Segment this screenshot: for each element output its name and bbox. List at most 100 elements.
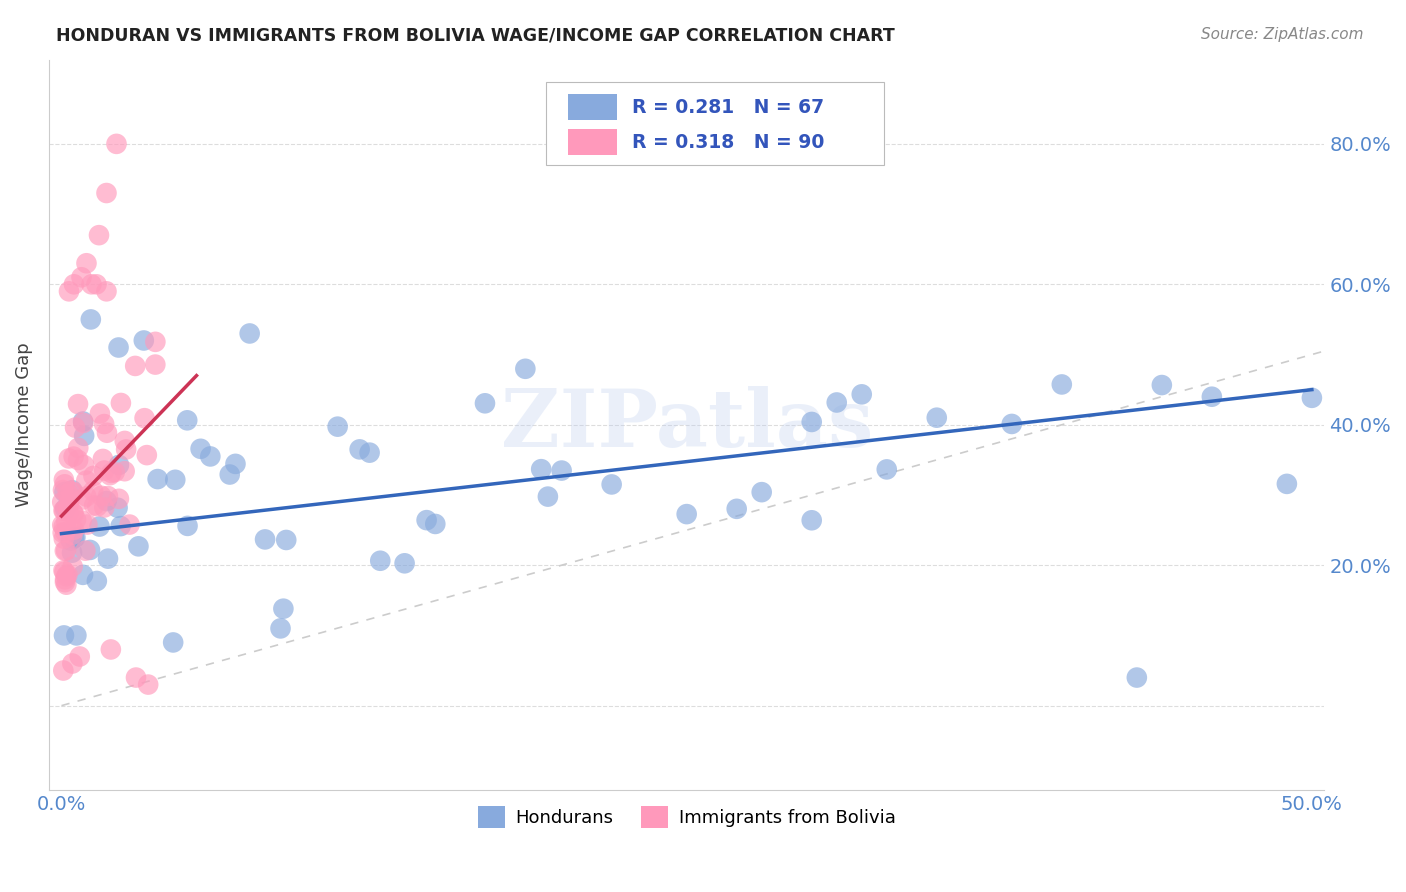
Point bbox=[83, 499, 105, 513]
Point bbox=[70, 270, 93, 285]
Point bbox=[58, 285, 80, 299]
Point bbox=[67, 453, 90, 467]
Point bbox=[96, 186, 118, 200]
Point bbox=[110, 519, 132, 533]
Point bbox=[851, 387, 873, 401]
Point bbox=[72, 416, 94, 430]
Point bbox=[79, 543, 101, 558]
Point bbox=[200, 450, 222, 464]
Point bbox=[76, 256, 98, 270]
Point bbox=[96, 285, 118, 299]
Point bbox=[1301, 391, 1323, 405]
Point bbox=[537, 490, 560, 504]
Point bbox=[58, 497, 80, 511]
Point bbox=[107, 341, 129, 355]
Point bbox=[53, 575, 76, 590]
Text: ZIPatlas: ZIPatlas bbox=[501, 385, 873, 464]
Point bbox=[368, 554, 391, 568]
Point bbox=[162, 635, 184, 649]
Point bbox=[59, 533, 82, 548]
Point bbox=[89, 519, 111, 533]
Point bbox=[124, 359, 146, 373]
Text: HONDURAN VS IMMIGRANTS FROM BOLIVIA WAGE/INCOME GAP CORRELATION CHART: HONDURAN VS IMMIGRANTS FROM BOLIVIA WAGE… bbox=[56, 27, 896, 45]
Point bbox=[115, 442, 138, 457]
Point bbox=[224, 457, 246, 471]
Point bbox=[53, 572, 76, 586]
Point bbox=[93, 500, 115, 515]
Point bbox=[176, 519, 198, 533]
Point bbox=[110, 396, 132, 410]
Point bbox=[58, 451, 80, 466]
Bar bbox=[568, 94, 617, 120]
Point bbox=[135, 448, 157, 462]
Point bbox=[349, 442, 371, 457]
Point bbox=[65, 530, 87, 544]
Point bbox=[107, 500, 129, 515]
Point bbox=[132, 334, 155, 348]
Point bbox=[925, 410, 948, 425]
Point bbox=[62, 485, 84, 500]
Point bbox=[108, 491, 131, 506]
Point bbox=[145, 334, 167, 349]
Point bbox=[800, 513, 823, 527]
Point bbox=[58, 492, 80, 507]
Point bbox=[63, 277, 86, 292]
Point bbox=[143, 358, 166, 372]
Point bbox=[751, 485, 773, 500]
FancyBboxPatch shape bbox=[547, 81, 884, 166]
Point bbox=[56, 487, 79, 501]
Point bbox=[80, 277, 103, 292]
Point bbox=[108, 458, 131, 472]
Point bbox=[82, 468, 104, 483]
Point bbox=[53, 485, 76, 500]
Point bbox=[65, 512, 87, 526]
Point bbox=[146, 472, 169, 486]
Text: Source: ZipAtlas.com: Source: ZipAtlas.com bbox=[1201, 27, 1364, 42]
Point bbox=[125, 671, 148, 685]
Point bbox=[725, 501, 748, 516]
Point bbox=[97, 489, 120, 503]
Point bbox=[93, 417, 115, 431]
Point bbox=[86, 277, 108, 292]
Point bbox=[86, 500, 108, 514]
Point bbox=[86, 574, 108, 588]
Point bbox=[89, 407, 111, 421]
Point bbox=[87, 228, 110, 243]
Point bbox=[80, 312, 103, 326]
Point bbox=[136, 677, 159, 691]
Point bbox=[239, 326, 262, 341]
Point bbox=[69, 649, 91, 664]
Point bbox=[62, 450, 84, 464]
Point bbox=[53, 525, 76, 540]
Bar bbox=[568, 129, 617, 155]
Point bbox=[52, 564, 75, 578]
Point bbox=[359, 445, 381, 459]
Point bbox=[218, 467, 240, 482]
Point bbox=[190, 442, 212, 456]
Point bbox=[90, 489, 112, 503]
Point bbox=[515, 361, 537, 376]
Point bbox=[55, 515, 77, 529]
Point bbox=[51, 495, 73, 509]
Point bbox=[100, 642, 122, 657]
Point bbox=[550, 464, 572, 478]
Point bbox=[100, 466, 122, 480]
Point bbox=[134, 411, 156, 425]
Point bbox=[93, 464, 115, 478]
Point bbox=[127, 539, 149, 553]
Point bbox=[56, 502, 79, 516]
Point bbox=[53, 565, 76, 579]
Point bbox=[60, 546, 83, 560]
Point bbox=[165, 473, 187, 487]
Point bbox=[70, 514, 93, 528]
Point bbox=[254, 533, 277, 547]
Point bbox=[96, 494, 118, 508]
Point bbox=[105, 136, 128, 151]
Point bbox=[1275, 476, 1298, 491]
Point bbox=[58, 505, 80, 519]
Point bbox=[63, 420, 86, 434]
Point bbox=[60, 483, 83, 498]
Point bbox=[76, 517, 98, 532]
Point bbox=[394, 557, 416, 571]
Point bbox=[474, 396, 496, 410]
